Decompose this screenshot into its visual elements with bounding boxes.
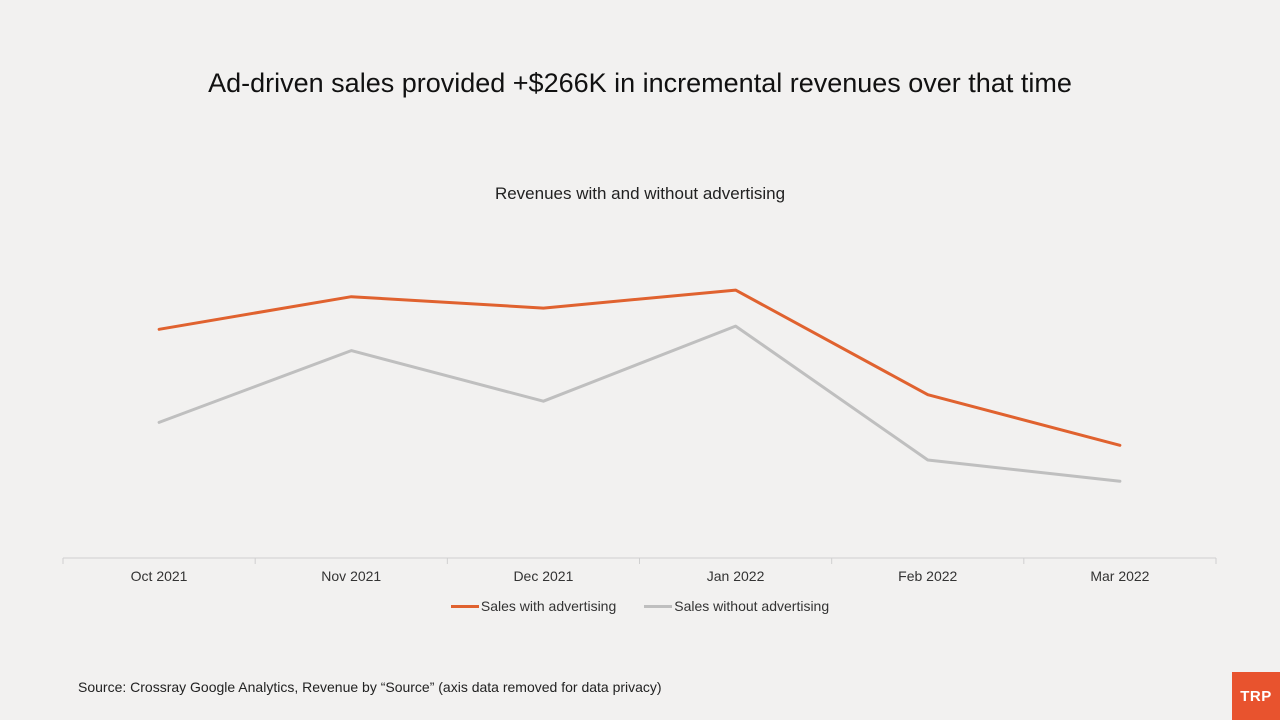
legend-swatch-with-ads (450, 604, 479, 608)
x-tick-label: Oct 2021 (131, 568, 188, 584)
trp-logo: TRP (1232, 672, 1280, 720)
slide-headline: Ad-driven sales provided +$266K in incre… (208, 68, 1072, 98)
legend-item-without-ads: Sales without advertising (644, 598, 829, 614)
legend-label-with-ads: Sales with advertising (480, 598, 617, 614)
chart-legend: Sales with advertising Sales without adv… (0, 598, 1280, 614)
x-tick-label: Jan 2022 (707, 568, 765, 584)
x-tick-label: Nov 2021 (321, 568, 381, 584)
series-line-with-ads (157, 288, 1122, 447)
x-tick-label: Mar 2022 (1090, 568, 1149, 584)
x-tick-label: Dec 2021 (513, 568, 573, 584)
x-tick-label: Feb 2022 (898, 568, 957, 584)
chart-title: Revenues with and without advertising (494, 184, 786, 203)
legend-label-without-ads: Sales without advertising (674, 598, 830, 614)
legend-swatch-without-ads (644, 604, 673, 608)
legend-item-with-ads: Sales with advertising (450, 598, 617, 614)
series-line-without-ads (157, 324, 1122, 483)
source-note: Source: Crossray Google Analytics, Reven… (78, 679, 662, 695)
